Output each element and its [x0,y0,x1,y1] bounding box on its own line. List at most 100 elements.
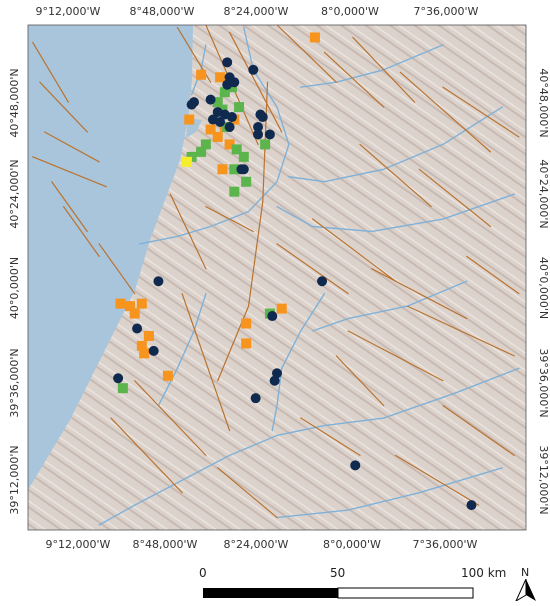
navy-site-marker[interactable] [257,112,268,123]
river-line [311,280,468,332]
map-frame: 9°12,000'W 8°48,000'W 8°24,000'W 8°0,000… [8,5,550,551]
top-tick-label: 7°36,000'W [414,5,479,18]
fault-lines [32,25,520,519]
bottom-tick-labels: 9°12,000'W 8°48,000'W 8°24,000'W 8°0,000… [46,538,478,551]
orange-site-marker[interactable] [196,69,207,80]
green-site-marker[interactable] [117,383,128,394]
orange-site-marker[interactable] [241,338,252,349]
navy-site-marker[interactable] [248,64,259,75]
site-markers [113,32,477,511]
north-label: N [521,566,530,579]
navy-site-marker[interactable] [222,57,233,68]
green-site-marker[interactable] [231,144,242,155]
green-site-marker[interactable] [260,139,271,150]
river-line [157,292,207,407]
orange-site-marker[interactable] [224,139,235,150]
scale-label-start: 0 [199,566,207,580]
river-line [98,367,520,526]
orange-site-marker[interactable] [241,318,252,329]
orange-site-marker[interactable] [124,301,135,312]
navy-site-marker[interactable] [205,94,216,105]
fault-line [466,255,520,295]
navy-site-marker[interactable] [250,393,261,404]
left-tick-label: 40°0,000'N [8,257,21,319]
navy-site-marker[interactable] [113,373,124,384]
orange-site-marker[interactable] [136,298,147,309]
orange-site-marker[interactable] [139,348,150,359]
map-area[interactable] [28,25,526,530]
navy-site-marker[interactable] [317,276,328,287]
scale-label-end: 100 km [461,566,507,580]
orange-site-marker[interactable] [215,72,226,83]
scale-bar-graphic [203,587,474,599]
bottom-tick-label: 8°24,000'W [224,538,289,551]
green-site-marker[interactable] [217,104,228,115]
fault-line [169,193,207,270]
navy-site-marker[interactable] [350,460,361,471]
north-arrow-icon [515,579,536,601]
navy-site-marker[interactable] [226,112,237,123]
left-tick-label: 40°24,000'N [8,159,21,228]
navy-site-marker[interactable] [466,500,477,511]
navy-site-marker[interactable] [215,117,226,128]
navy-site-marker[interactable] [267,311,278,322]
navy-site-marker[interactable] [224,121,235,132]
bottom-tick-label: 7°36,000'W [413,538,478,551]
fault-line [399,71,492,153]
green-site-marker[interactable] [234,102,245,113]
fault-line [228,31,283,133]
orange-site-marker[interactable] [217,164,228,175]
green-site-marker[interactable] [241,176,252,187]
navy-site-marker[interactable] [269,375,280,386]
fault-line [39,81,88,133]
orange-site-marker[interactable] [309,32,320,43]
orange-site-marker[interactable] [136,340,147,351]
fault-line [43,131,100,163]
fault-line [276,243,349,295]
green-site-marker[interactable] [229,186,240,197]
river-line [271,292,326,432]
green-site-marker[interactable] [226,82,237,93]
map-border [27,24,527,531]
river-line [288,106,503,183]
fault-line [359,143,432,208]
navy-site-marker[interactable] [264,129,275,140]
green-site-marker[interactable] [229,164,240,175]
orange-site-marker[interactable] [205,124,216,135]
navy-site-marker[interactable] [186,99,197,110]
right-tick-label: 40°24,000'N [537,159,550,228]
navy-site-marker[interactable] [236,164,247,175]
navy-site-marker[interactable] [253,129,264,140]
fault-line [276,25,337,83]
fault-line [32,156,107,188]
orange-site-marker[interactable] [276,303,287,314]
top-tick-label: 8°0,000'W [321,5,379,18]
fault-line [406,305,515,357]
navy-site-marker[interactable] [148,345,159,356]
fault-line [442,86,520,138]
green-site-marker[interactable] [219,87,230,98]
navy-site-marker[interactable] [153,276,164,287]
orange-site-marker[interactable] [129,308,140,319]
top-tick-label: 9°12,000'W [36,5,101,18]
orange-site-marker[interactable] [162,370,173,381]
navy-site-marker[interactable] [132,323,143,334]
scale-label-mid: 50 [330,566,346,580]
green-site-marker[interactable] [200,139,211,150]
navy-site-marker[interactable] [253,121,264,132]
green-site-marker[interactable] [212,97,223,108]
orange-site-marker[interactable] [143,330,154,341]
fault-line [247,201,264,307]
navy-site-marker[interactable] [222,79,233,90]
right-tick-label: 40°0,000'N [537,257,550,319]
scale-bar-white-segment [337,587,474,599]
top-tick-label: 8°24,000'W [224,5,289,18]
yellow-site-marker[interactable] [181,156,192,167]
orange-site-marker[interactable] [115,298,126,309]
bottom-tick-label: 9°12,000'W [46,538,111,551]
fault-line [51,181,88,233]
orange-site-marker[interactable] [212,131,223,142]
green-site-marker[interactable] [196,146,207,157]
orange-site-marker[interactable] [184,114,195,125]
green-site-marker[interactable] [238,151,249,162]
